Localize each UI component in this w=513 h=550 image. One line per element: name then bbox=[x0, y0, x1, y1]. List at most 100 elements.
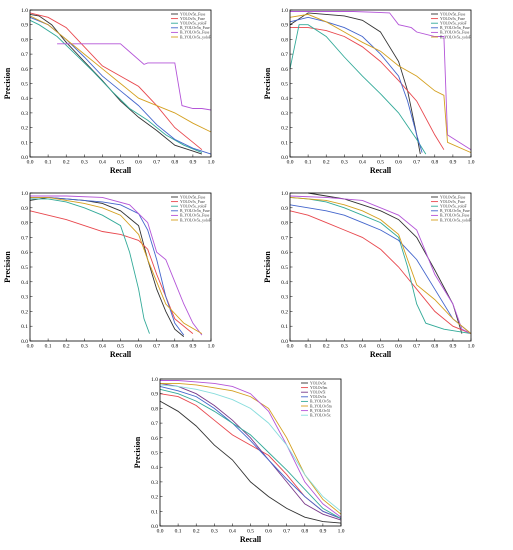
series-line-1 bbox=[159, 400, 342, 524]
legend: YOLOv5n_FuseYOLOv5s_FuseYOLOv5s_yoloFB_Y… bbox=[171, 12, 211, 39]
x-tick-label: 0.5 bbox=[377, 160, 384, 166]
y-tick-label: 0.2 bbox=[21, 309, 28, 315]
x-tick-label: 0.9 bbox=[449, 344, 456, 350]
x-tick-label: 0.6 bbox=[135, 160, 142, 166]
y-tick-label: 0.6 bbox=[281, 250, 288, 256]
y-axis-label: Precision bbox=[263, 67, 272, 99]
x-tick-label: 0.4 bbox=[359, 344, 366, 350]
legend-entry: B_YOLOv5s_Fuse bbox=[180, 31, 210, 35]
y-tick-label: 0.2 bbox=[281, 309, 288, 315]
series-line-4 bbox=[289, 16, 423, 153]
legend-entry: B_YOLOv5n_Fuse bbox=[180, 26, 210, 30]
x-tick-label: 1.0 bbox=[338, 529, 345, 535]
x-tick-label: 0.0 bbox=[287, 160, 294, 166]
y-tick-label: 0.3 bbox=[21, 111, 28, 117]
x-tick-label: 0.3 bbox=[211, 529, 218, 535]
x-tick-label: 0.0 bbox=[287, 344, 294, 350]
y-tick-label: 0.3 bbox=[281, 111, 288, 117]
y-axis-label: Precision bbox=[3, 251, 12, 283]
y-tick-label: 0.5 bbox=[281, 265, 288, 271]
x-tick-label: 0.6 bbox=[395, 344, 402, 350]
x-tick-label: 0.8 bbox=[431, 344, 438, 350]
x-tick-label: 0.9 bbox=[189, 160, 196, 166]
x-axis-label: Recall bbox=[110, 350, 132, 359]
x-axis-label: Recall bbox=[370, 350, 392, 359]
x-tick-label: 0.7 bbox=[413, 344, 420, 350]
y-axis-label: Precision bbox=[263, 251, 272, 283]
x-tick-label: 0.0 bbox=[27, 160, 34, 166]
x-tick-label: 0.2 bbox=[323, 160, 330, 166]
legend-entry: B_YOLOv5s_yoloF bbox=[440, 35, 471, 39]
series-line-4 bbox=[30, 196, 185, 336]
legend-entry: B_YOLOv5s_yoloF bbox=[180, 218, 211, 222]
legend-entry: YOLOv5m bbox=[310, 386, 327, 390]
series-line-1 bbox=[308, 192, 463, 334]
series-line-3 bbox=[159, 382, 342, 521]
y-tick-label: 0.6 bbox=[21, 67, 28, 73]
y-tick-label: 1.0 bbox=[281, 8, 288, 14]
series-line-2 bbox=[29, 210, 194, 334]
x-tick-label: 0.6 bbox=[135, 344, 142, 350]
legend-entry: YOLOv5n_Fuse bbox=[440, 195, 466, 199]
x-tick-label: 0.3 bbox=[81, 344, 88, 350]
y-tick-label: 0.7 bbox=[281, 52, 288, 58]
y-tick-label: 0.2 bbox=[21, 126, 28, 132]
y-tick-label: 0.0 bbox=[281, 155, 288, 161]
legend-entry: YOLOv5s_Fuse bbox=[440, 17, 465, 21]
series-line-5 bbox=[290, 11, 472, 151]
x-axis-label: Recall bbox=[370, 166, 392, 175]
legend-entry: YOLOv5s_Fuse bbox=[180, 17, 205, 21]
x-tick-label: 0.2 bbox=[63, 160, 70, 166]
y-tick-label: 0.9 bbox=[281, 206, 288, 212]
series-line-6 bbox=[289, 13, 472, 154]
legend-entry: B_YOLOv5s_Fuse bbox=[440, 31, 470, 35]
y-tick-label: 0.8 bbox=[21, 221, 28, 227]
x-tick-label: 1.0 bbox=[208, 344, 215, 350]
y-tick-label: 0.9 bbox=[21, 206, 28, 212]
series-line-5 bbox=[57, 43, 212, 111]
legend-entry: B_YOLOv5s_Fuse bbox=[440, 214, 470, 218]
chart-5: 0.0 0.1 0.2 0.3 0.4 0.5 0.6 0.7 0.8 0.9 1.0 0.0 0.1 0… bbox=[133, 377, 345, 544]
y-tick-label: 0.8 bbox=[281, 221, 288, 227]
legend-entry: YOLOv5s_yoloF bbox=[180, 22, 207, 26]
x-tick-label: 0.6 bbox=[395, 160, 402, 166]
y-tick-label: 0.2 bbox=[281, 126, 288, 132]
x-tick-label: 1.0 bbox=[468, 344, 475, 350]
series-line-2 bbox=[289, 210, 472, 335]
legend-entry: YOLOv5n_Fuse bbox=[440, 12, 466, 16]
y-tick-label: 0.1 bbox=[281, 324, 288, 330]
x-axis-label: Recall bbox=[240, 535, 262, 544]
x-tick-label: 0.2 bbox=[323, 344, 330, 350]
series-line-3 bbox=[289, 24, 427, 155]
chart-1: 0.0 0.1 0.2 0.3 0.4 0.5 0.6 0.7 0.8 0.9 1.0 0.0 0.1 0… bbox=[3, 8, 215, 175]
legend-entry: YOLOv5s_yoloF bbox=[440, 22, 467, 26]
series-line-4 bbox=[159, 385, 342, 520]
legend-entry: B_YOLOv5n_Fuse bbox=[180, 209, 210, 213]
y-tick-label: 0.3 bbox=[151, 480, 158, 486]
y-axis-label: Precision bbox=[133, 436, 142, 468]
y-tick-label: 0.0 bbox=[151, 524, 158, 530]
x-tick-label: 0.7 bbox=[283, 529, 290, 535]
y-tick-label: 0.8 bbox=[21, 37, 28, 43]
y-tick-label: 0.3 bbox=[21, 295, 28, 301]
x-tick-label: 0.4 bbox=[99, 160, 106, 166]
x-tick-label: 0.3 bbox=[341, 344, 348, 350]
legend-entry: YOLOv5s_Fuse bbox=[180, 200, 205, 204]
legend-entry: YOLOv5n_Fuse bbox=[180, 12, 206, 16]
x-tick-label: 0.2 bbox=[193, 529, 200, 535]
legend-entry: B_YOLOv5x bbox=[310, 414, 331, 418]
legend: YOLOv5n_FuseYOLOv5s_FuseYOLOv5s_yoloFB_Y… bbox=[171, 195, 211, 222]
y-tick-label: 0.9 bbox=[21, 23, 28, 29]
y-tick-label: 0.4 bbox=[281, 96, 288, 102]
y-axis-label: Precision bbox=[3, 67, 12, 99]
x-tick-label: 0.9 bbox=[189, 344, 196, 350]
y-tick-label: 1.0 bbox=[151, 377, 158, 383]
x-tick-label: 0.1 bbox=[175, 529, 182, 535]
x-tick-label: 0.1 bbox=[45, 160, 52, 166]
x-tick-label: 0.7 bbox=[153, 160, 160, 166]
x-tick-label: 0.7 bbox=[153, 344, 160, 350]
y-tick-label: 0.8 bbox=[151, 406, 158, 412]
y-tick-label: 0.6 bbox=[21, 250, 28, 256]
series-line-6 bbox=[29, 15, 212, 133]
